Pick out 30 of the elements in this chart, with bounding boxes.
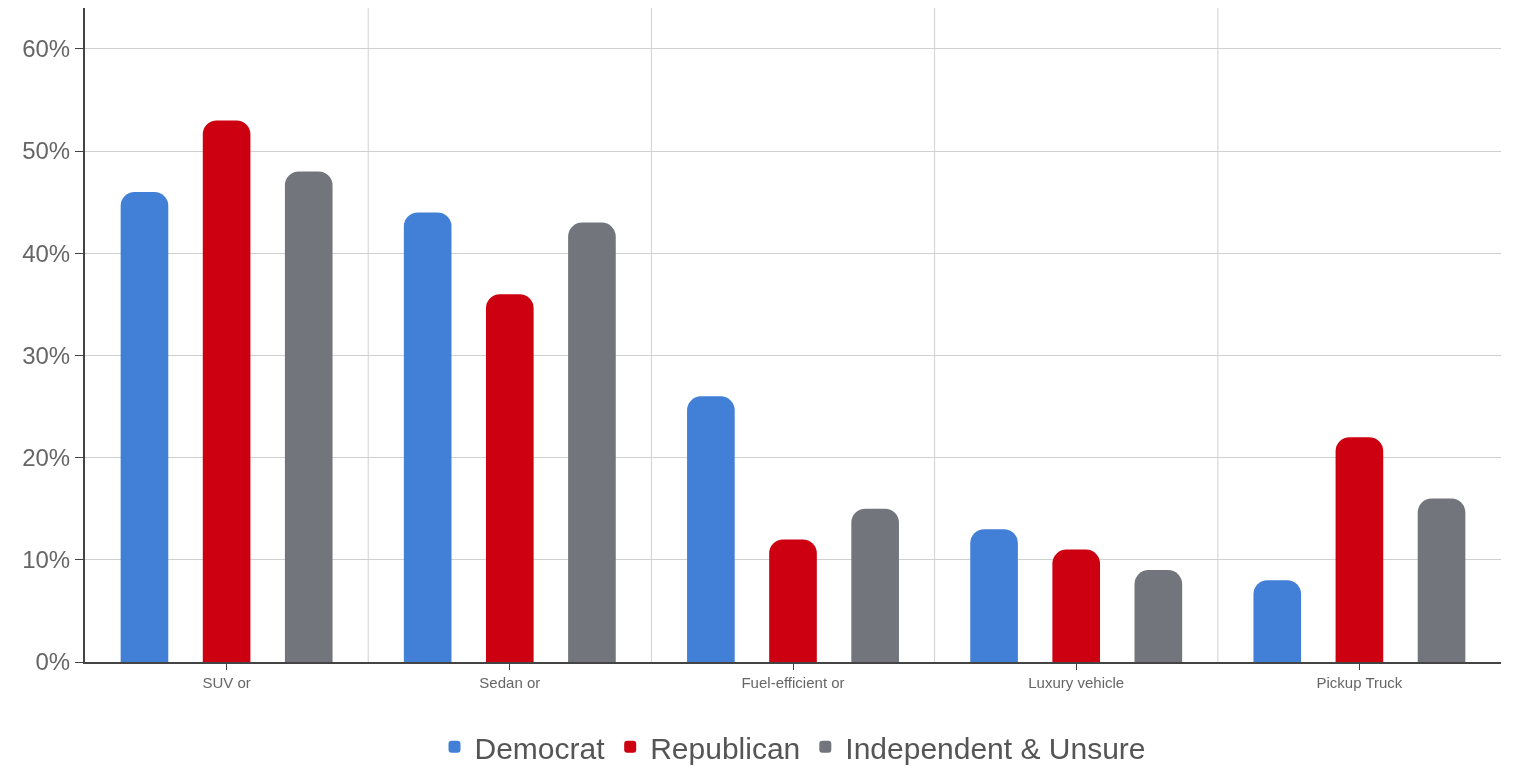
bar <box>284 171 333 662</box>
bar <box>202 120 251 662</box>
x-tick-label: Sedan or <box>479 674 541 691</box>
bar <box>1335 437 1384 662</box>
bar <box>769 539 817 662</box>
x-tick-label: SUV or <box>202 674 251 691</box>
x-tick-label: Pickup Truck <box>1316 674 1403 691</box>
bar <box>120 191 169 662</box>
bar <box>1134 570 1183 662</box>
bar <box>1052 549 1101 662</box>
x-tick-label: Luxury vehicle <box>1028 674 1125 691</box>
bar <box>1253 580 1302 662</box>
y-tick-label: 0% <box>35 648 71 676</box>
legend-label: Democrat <box>474 731 606 765</box>
y-tick-label: 40% <box>22 239 71 267</box>
legend-label: Independent & Unsure <box>845 731 1146 765</box>
y-tick-label: 60% <box>22 35 71 63</box>
y-tick-label: 50% <box>22 137 71 165</box>
bar <box>485 294 534 662</box>
bar <box>568 222 616 662</box>
bar <box>403 212 452 662</box>
bar <box>851 508 899 662</box>
bar <box>687 396 735 662</box>
legend-label: Republican <box>650 731 801 765</box>
y-tick-label: 20% <box>22 444 71 472</box>
y-tick-label: 10% <box>22 546 71 574</box>
bar <box>1417 498 1466 662</box>
x-tick-label: Fuel-efficient or <box>741 674 845 691</box>
bar <box>970 529 1018 662</box>
y-tick-label: 30% <box>22 341 71 369</box>
